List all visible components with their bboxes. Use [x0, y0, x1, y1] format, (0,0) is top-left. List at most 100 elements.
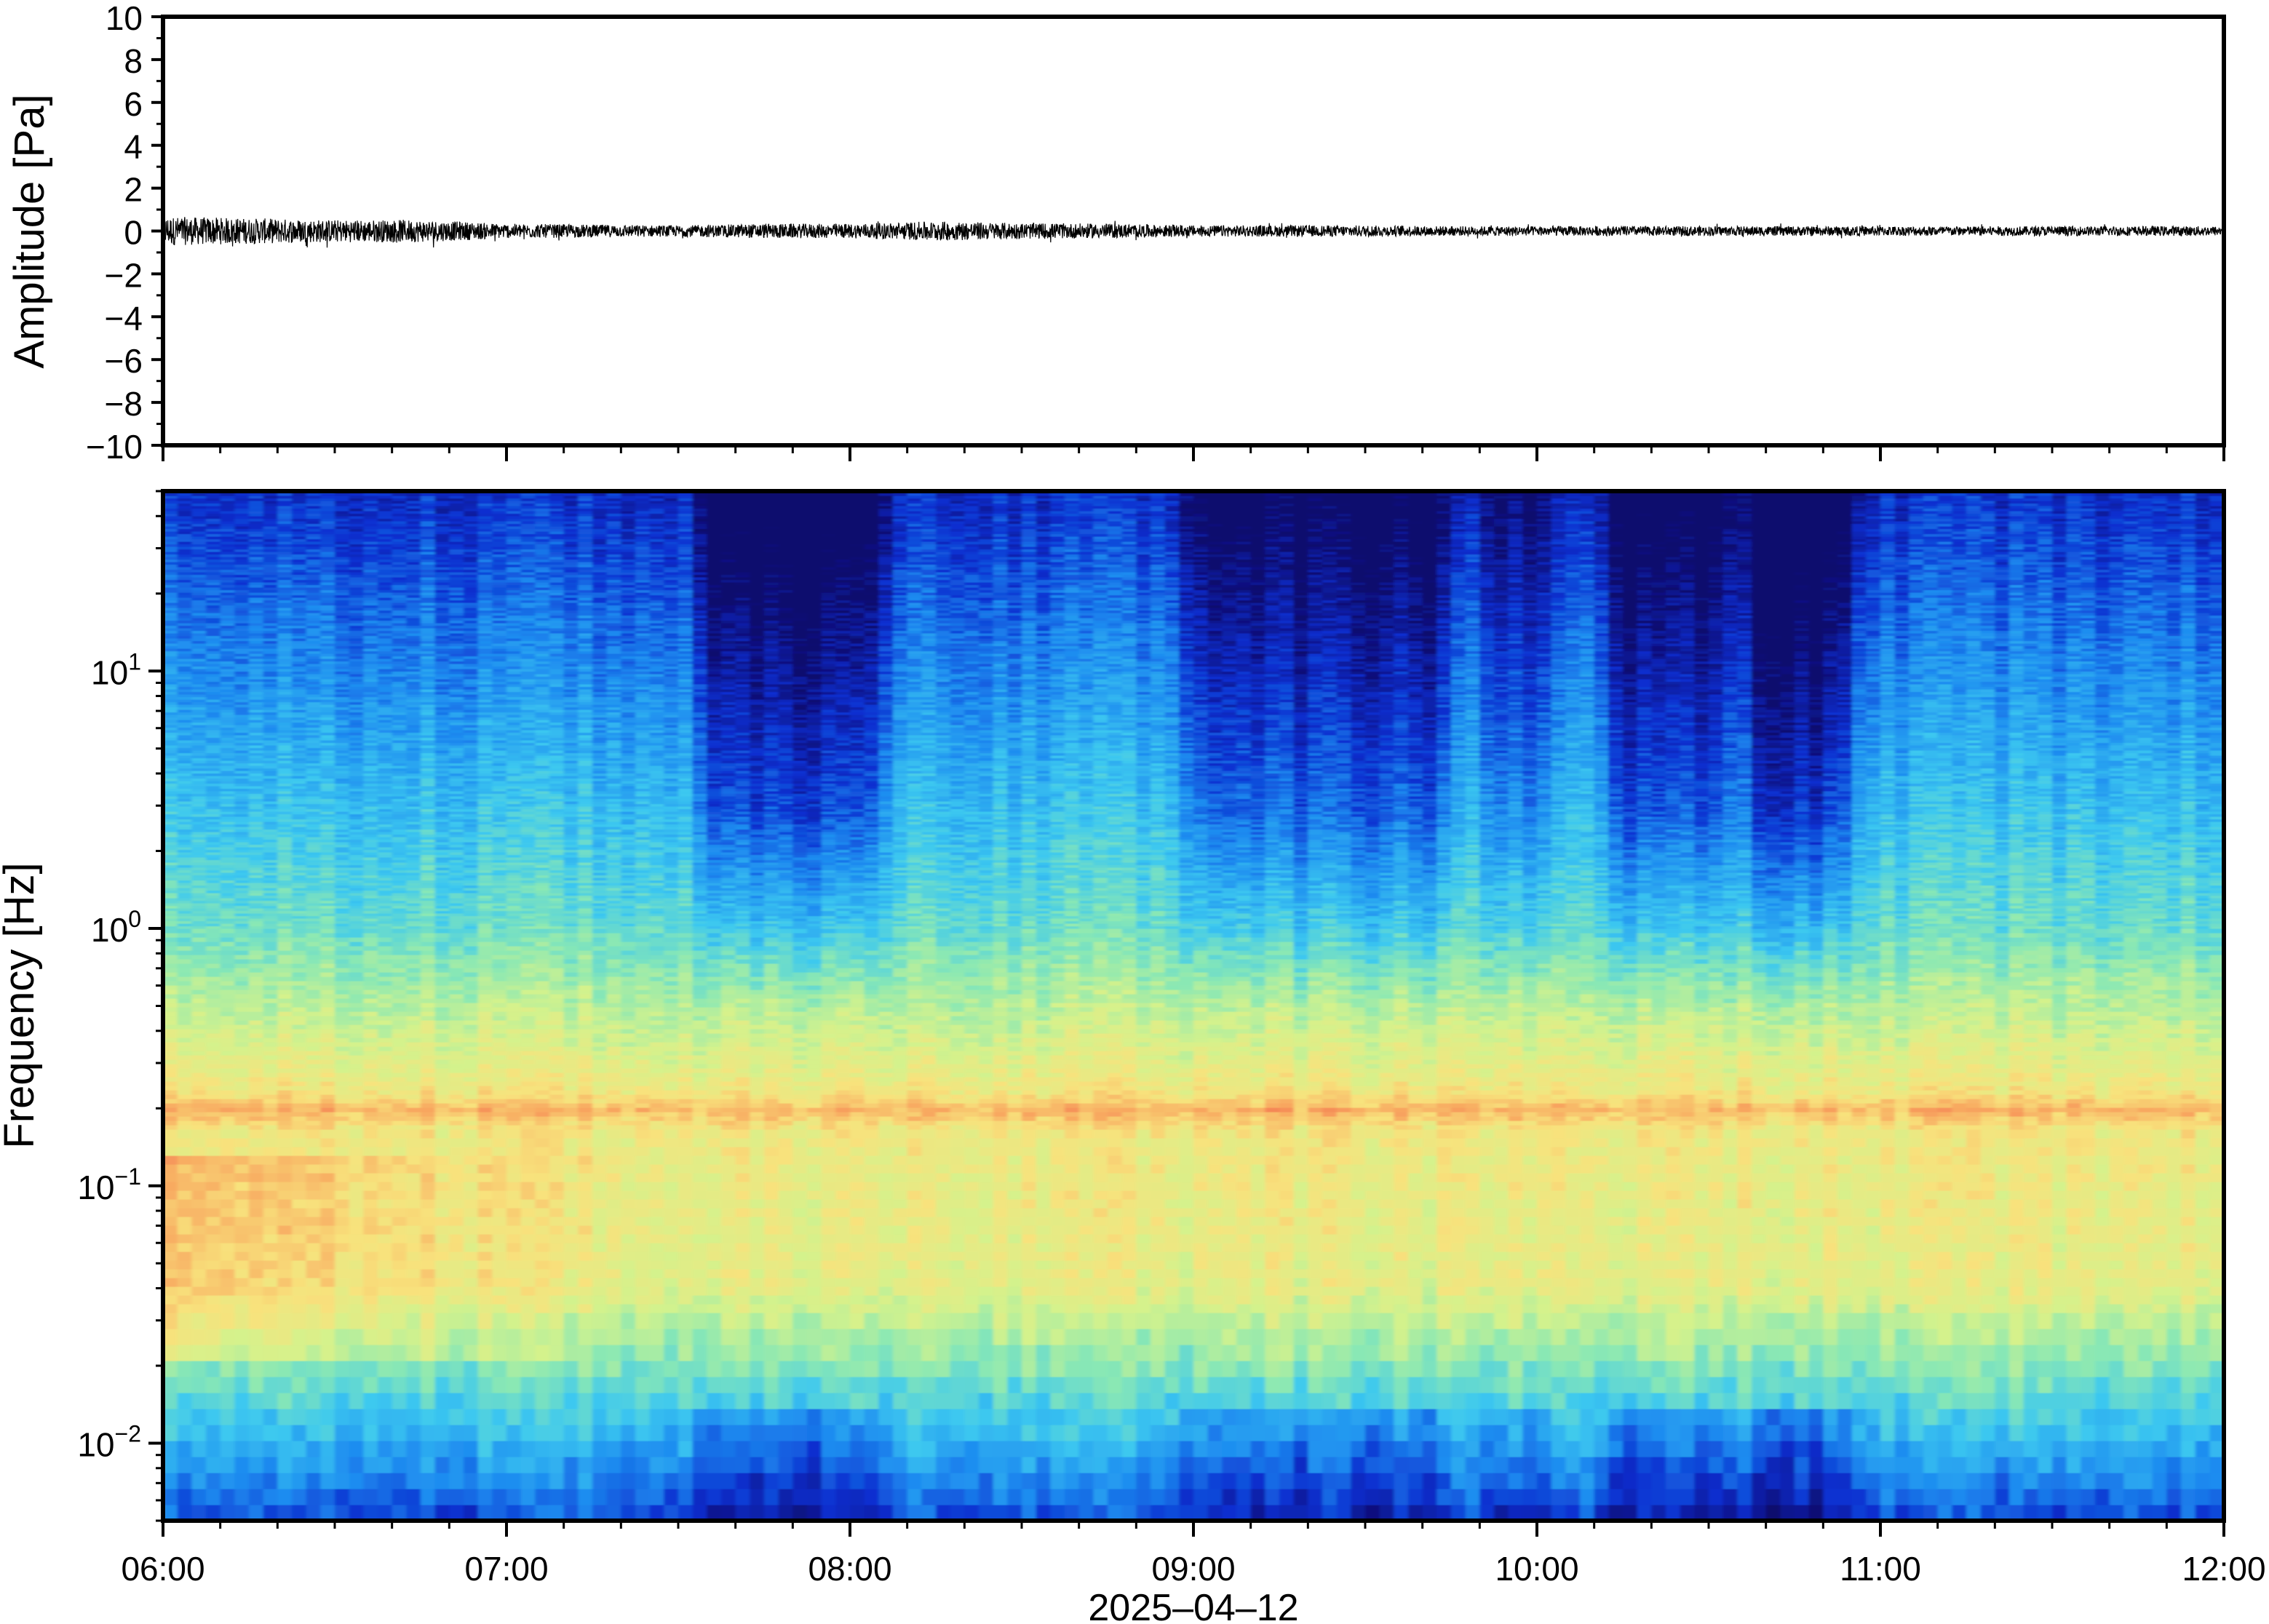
spectrogram-cell [335, 577, 349, 580]
spectrogram-cell [178, 738, 192, 741]
spectrogram-cell [206, 883, 220, 885]
spectrogram-cell [178, 1011, 192, 1016]
spectrogram-cell [263, 1393, 278, 1409]
spectrogram-cell [392, 733, 407, 736]
spectrogram-cell [263, 827, 278, 829]
spectrogram-cell [363, 862, 378, 865]
spectrogram-cell [292, 560, 306, 562]
spectrogram-cell [421, 857, 435, 860]
spectrogram-cell [206, 672, 220, 674]
spectrogram-cell [349, 728, 364, 731]
spectrogram-cell [220, 748, 235, 751]
spectrogram-cell [363, 1199, 378, 1209]
spectrogram-cell [406, 1473, 421, 1489]
spectrogram-cell [249, 666, 263, 669]
spectrogram-cell [234, 692, 249, 695]
spectrogram-cell [163, 806, 178, 809]
spectrogram-cell [220, 616, 235, 618]
spectrogram-cell [234, 605, 249, 608]
spectrogram-cell [234, 1107, 249, 1112]
spectrogram-cell [320, 613, 335, 616]
spectrogram-cell [421, 840, 435, 843]
spectrogram-cell [421, 1121, 435, 1126]
spectrogram-cell [306, 883, 321, 885]
spectrogram-cell [263, 824, 278, 827]
spectrogram-cell [234, 1059, 249, 1064]
spectrogram-cell [378, 829, 392, 832]
spectrogram-cell [363, 687, 378, 690]
spectrogram-cell [220, 541, 235, 544]
spectrogram-cell [206, 811, 220, 814]
spectrogram-cell [249, 1225, 263, 1235]
spectrogram-cell [335, 536, 349, 539]
spectrogram-cell [277, 1243, 292, 1252]
spectrogram-cell [378, 898, 392, 901]
spectrogram-cell [363, 933, 378, 938]
spectrogram-cell [277, 587, 292, 590]
spectrogram-cell [435, 1125, 450, 1130]
spectrogram-cell [421, 883, 435, 885]
spectrogram-cell [306, 590, 321, 593]
spectrogram-cell [306, 621, 321, 624]
spectrogram-cell [249, 1077, 263, 1082]
spectrogram-cell [363, 976, 378, 982]
spectrogram-cell [349, 842, 364, 845]
spectrogram-cell [335, 1155, 349, 1165]
spectrogram-cell [263, 697, 278, 700]
spectrogram-cell [349, 816, 364, 819]
spectrogram-cell [234, 804, 249, 807]
spectrogram-cell [263, 1107, 278, 1112]
spectrogram-cell [392, 600, 407, 603]
spectrogram-cell [178, 883, 192, 885]
spectrogram-cell [378, 750, 392, 753]
spectrogram-cell [178, 658, 192, 661]
spectrogram-cell [335, 712, 349, 715]
spectrogram-cell [349, 753, 364, 756]
spectrogram-cell [220, 845, 235, 848]
spectrogram-cell [263, 643, 278, 646]
spectrogram-cell [378, 592, 392, 595]
spectrogram-cell [178, 529, 192, 532]
spectrogram-cell [220, 791, 235, 794]
spectrogram-cell [263, 1208, 278, 1217]
spectrogram-cell [263, 862, 278, 865]
spectrogram-cell [191, 666, 206, 669]
spectrogram-cell [263, 801, 278, 804]
spectrogram-cell [178, 544, 192, 547]
spectrogram-cell [178, 689, 192, 692]
spectrogram-cell [406, 735, 421, 738]
spectrogram-cell [320, 1121, 335, 1126]
spectrogram-cell [392, 1457, 407, 1473]
spectrogram-cell [234, 845, 249, 848]
spectrogram-cell [306, 758, 321, 761]
spectrogram-cell [435, 903, 450, 906]
spectrogram-cell [206, 1033, 220, 1038]
spectrogram-cell [292, 664, 306, 666]
spectrogram-cell [306, 771, 321, 773]
spectrogram-cell [206, 801, 220, 804]
spectrogram-cell [320, 567, 335, 570]
spectrogram-cell [206, 1051, 220, 1056]
spectrogram-cell [335, 580, 349, 583]
spectrogram-cell [421, 669, 435, 672]
spectrogram-cell [234, 602, 249, 605]
spectrogram-cell [206, 1107, 220, 1112]
spectrogram-cell [392, 554, 407, 557]
spectrogram-cell [335, 896, 349, 899]
spectrogram-cell [320, 933, 335, 938]
spectrogram-cell [292, 684, 306, 687]
spectrogram-cell [421, 1393, 435, 1409]
spectrogram-cell [306, 592, 321, 595]
spectrogram-cell [220, 1086, 235, 1091]
spectrogram-cell [335, 738, 349, 741]
spectrogram-cell [163, 1016, 178, 1021]
spectrogram-cell [320, 804, 335, 807]
spectrogram-cell [378, 730, 392, 733]
spectrogram-cell [220, 857, 235, 860]
spectrogram-cell [306, 976, 321, 982]
spectrogram-cell [335, 1125, 349, 1130]
spectrogram-cell [206, 1038, 220, 1043]
spectrogram-cell [234, 1304, 249, 1313]
spectrogram-cell [206, 763, 220, 766]
spectrogram-cell [392, 709, 407, 712]
